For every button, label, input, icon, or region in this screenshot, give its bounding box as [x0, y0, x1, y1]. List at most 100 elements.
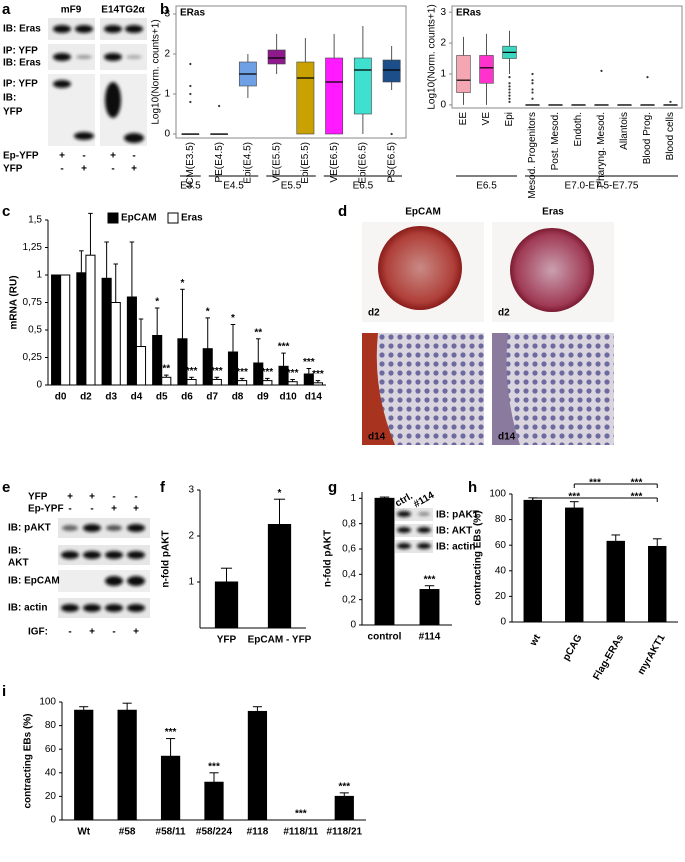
y-tick-label: 100 — [489, 489, 506, 500]
column-label: Eras — [542, 207, 564, 218]
outlier — [531, 88, 534, 91]
significance: * — [278, 488, 282, 499]
y-axis-label: contracting EBs (%) — [473, 510, 484, 605]
blot — [58, 598, 150, 618]
y-tick-label: 40 — [45, 767, 57, 778]
group-label: E7.0-E7.5-E7.75 — [565, 181, 639, 192]
outlier — [508, 91, 511, 94]
group-label: E4.5 — [223, 181, 244, 192]
x-tick-label: Blood cells — [665, 112, 676, 160]
bar — [287, 381, 298, 386]
blot — [58, 570, 150, 592]
y-tick-label: 80 — [45, 720, 57, 731]
x-tick-label: d5 — [156, 392, 168, 403]
y-tick-label: 0,8 — [342, 518, 356, 529]
x-tick-label: d3 — [105, 392, 117, 403]
condition-sign: + — [111, 504, 117, 515]
group-label: E5.5 — [281, 181, 302, 192]
significance: *** — [589, 478, 601, 489]
y-tick-label: 2 — [164, 49, 170, 60]
condition-sign: + — [110, 151, 116, 162]
x-tick-label: Wt — [77, 827, 90, 838]
box — [382, 59, 401, 83]
significance: *** — [208, 761, 220, 772]
x-tick-label: VE — [481, 112, 492, 126]
bar — [312, 382, 323, 386]
legend-label: Eras — [181, 213, 203, 224]
bar — [606, 540, 625, 623]
bar — [160, 755, 181, 821]
treatment-label: IGF: — [28, 627, 48, 638]
condition-label: YFP — [28, 492, 48, 503]
row-label: IB: actin — [436, 542, 475, 553]
outlier — [531, 72, 534, 76]
micrograph-stain — [362, 333, 395, 445]
x-tick-label: d4 — [131, 392, 143, 403]
column-label: E14TG2α — [101, 5, 145, 16]
y-tick-label: 1,25 — [23, 242, 43, 253]
x-tick-label: #118/21 — [326, 827, 362, 838]
y-tick-label: 1 — [188, 577, 194, 588]
y-axis-label: n-fold pAKT — [323, 530, 334, 587]
outlier — [531, 91, 534, 94]
y-axis-label: mRNA (RU) — [9, 275, 20, 329]
bar — [101, 277, 112, 386]
outlier — [531, 79, 534, 82]
significance: *** — [338, 782, 350, 793]
blot — [58, 545, 150, 565]
significance: *** — [262, 367, 274, 378]
x-tick-label: Pharyng. Mesod. — [596, 112, 607, 188]
panel-letter: e — [2, 479, 10, 496]
y-tick-label: 0 — [440, 100, 446, 111]
y-tick-label: 3 — [440, 7, 446, 18]
row-label: IB: AKT — [436, 526, 472, 537]
bar — [648, 545, 667, 623]
x-tick-label: VE(E6.5) — [329, 142, 340, 183]
row-label: IB: EpCAM — [8, 576, 60, 587]
x-tick-label: EpCAM - YFP — [248, 635, 312, 646]
bar — [565, 507, 584, 623]
box — [456, 55, 471, 93]
significance: *** — [295, 809, 307, 820]
box — [325, 57, 344, 135]
y-axis-label: contracting EBs (%) — [23, 713, 34, 808]
legend-label: EpCAM — [121, 213, 157, 224]
significance: *** — [424, 574, 436, 585]
column-label: EpCAM — [405, 207, 441, 218]
outlier — [508, 94, 511, 97]
bar — [214, 581, 239, 629]
panel-letter: g — [328, 479, 337, 496]
y-tick-label: 0 — [50, 815, 56, 826]
image-label: d14 — [498, 432, 516, 443]
significance: ** — [162, 364, 170, 375]
row-label: IB: — [8, 546, 21, 557]
panel-letter: d — [338, 203, 347, 220]
column-label: mF9 — [61, 5, 82, 16]
x-tick-label: Blood Prog. — [642, 112, 653, 164]
bar — [186, 379, 197, 386]
blot-bands — [61, 524, 145, 612]
significance: * — [206, 307, 210, 318]
outlier — [508, 97, 511, 100]
y-tick-label: 0,75 — [23, 297, 43, 308]
group-label: E3.5 — [180, 181, 201, 192]
treatment-sign: + — [133, 627, 139, 638]
row-label: IP: YFP — [3, 79, 38, 90]
box — [296, 61, 315, 135]
outlier — [189, 100, 192, 104]
bar — [177, 338, 188, 386]
bar — [374, 497, 395, 626]
outlier — [508, 88, 511, 91]
y-tick-label: 0,4 — [342, 569, 356, 580]
x-tick-label: Endoth. — [573, 112, 584, 146]
condition-sign: - — [111, 164, 114, 175]
blot — [58, 518, 150, 538]
x-tick-label: PS(E6.5) — [386, 142, 397, 183]
panel-letter: b — [160, 1, 169, 18]
box — [479, 55, 494, 84]
x-tick-label: d9 — [257, 392, 269, 403]
x-tick-label: Epi(E4.5) — [243, 142, 254, 184]
x-tick-label: #58 — [119, 827, 136, 838]
row-label: IB: Eras — [3, 24, 41, 35]
y-tick-label: 1 — [164, 89, 170, 100]
